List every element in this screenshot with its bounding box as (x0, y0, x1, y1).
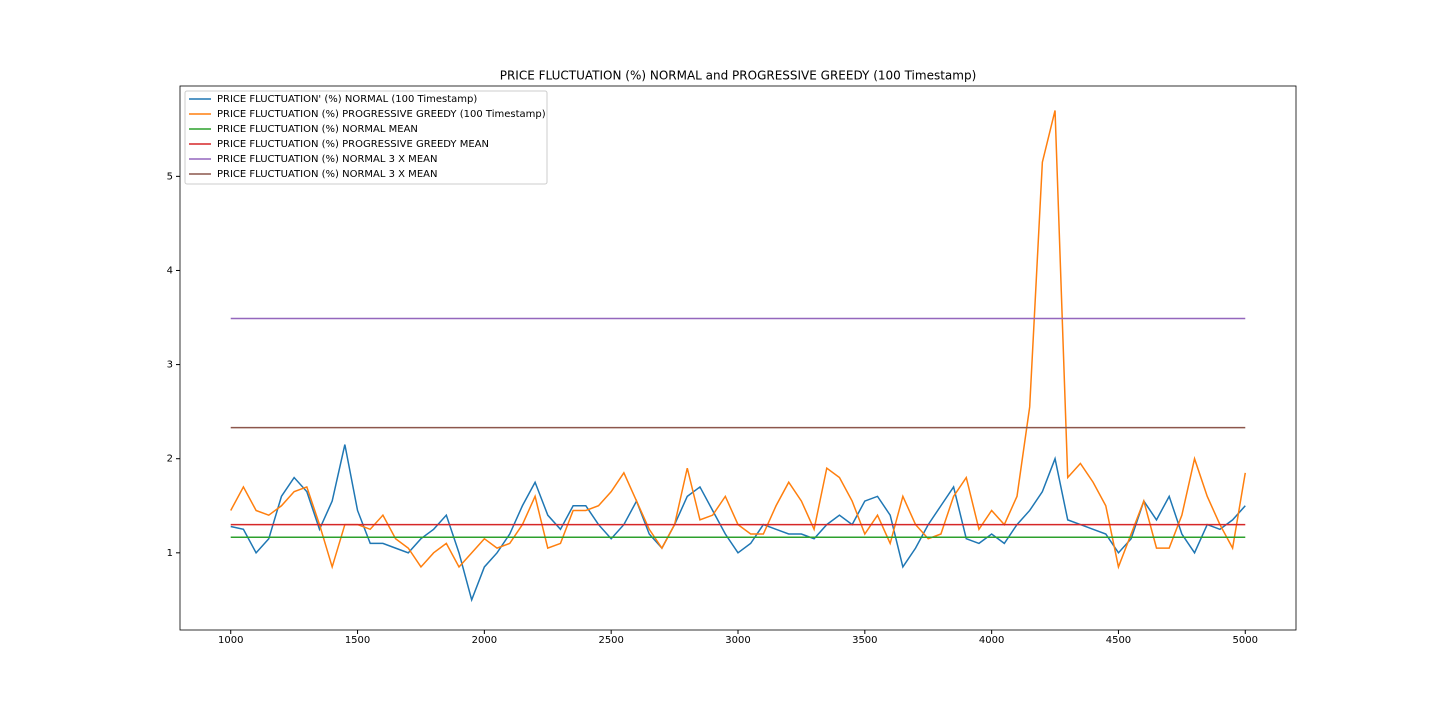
series-line (230, 444, 1246, 603)
x-tick-label: 3500 (852, 635, 877, 646)
y-tick-label: 3 (167, 360, 173, 371)
y-tick-label: 5 (167, 171, 173, 182)
x-tick-label: 5000 (1233, 635, 1258, 646)
x-tick-label: 2000 (472, 635, 497, 646)
legend-label: PRICE FLUCTUATION (%) NORMAL 3 X MEAN (217, 154, 437, 165)
x-tick-label: 4000 (979, 635, 1004, 646)
y-tick-label: 2 (167, 454, 173, 465)
legend-label: PRICE FLUCTUATION' (%) NORMAL (100 Times… (217, 94, 477, 105)
x-tick-label: 1500 (345, 635, 370, 646)
x-tick-label: 3000 (725, 635, 750, 646)
x-tick-label: 1000 (218, 635, 243, 646)
y-tick-label: 1 (167, 548, 173, 559)
chart-title: PRICE FLUCTUATION (%) NORMAL and PROGRES… (500, 69, 977, 83)
legend-box (184, 90, 548, 185)
y-tick-label: 4 (167, 265, 173, 276)
x-tick-label: 4500 (1106, 635, 1131, 646)
legend-label: PRICE FLUCTUATION (%) PROGRESSIVE GREEDY… (217, 139, 489, 150)
legend-label: PRICE FLUCTUATION (%) NORMAL 3 X MEAN (217, 169, 437, 180)
legend-label: PRICE FLUCTUATION (%) PROGRESSIVE GREEDY… (217, 109, 546, 120)
legend-label: PRICE FLUCTUATION (%) NORMAL MEAN (217, 124, 418, 135)
x-tick-label: 2500 (598, 635, 623, 646)
plot-frame (179, 85, 1297, 631)
